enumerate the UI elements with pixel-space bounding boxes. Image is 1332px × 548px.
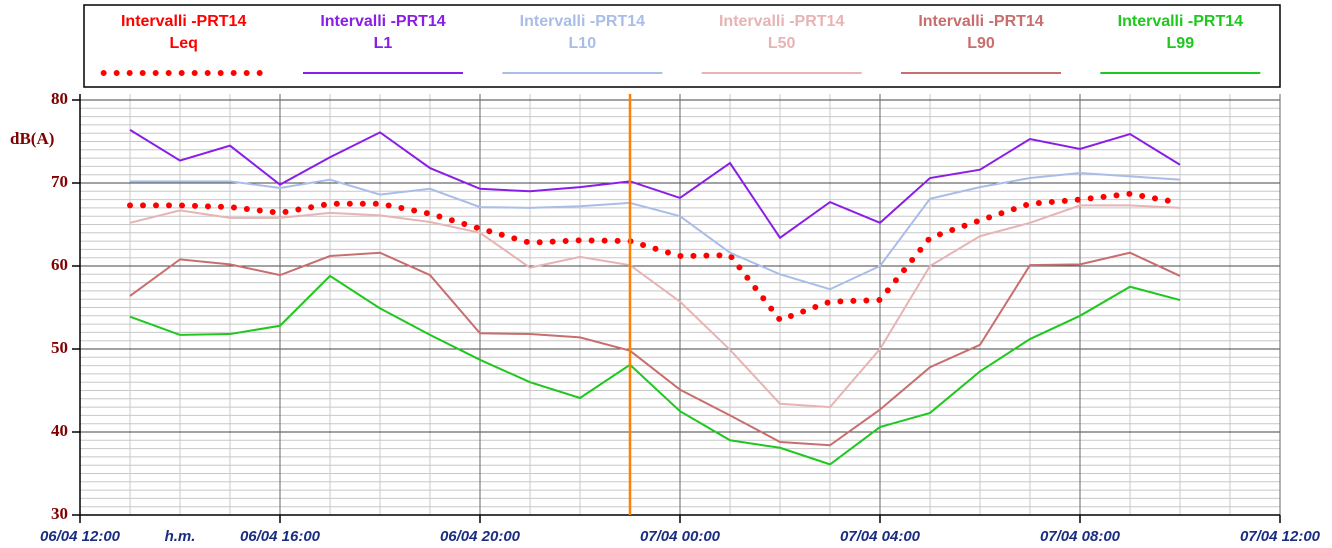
- line-series: [129, 204, 1181, 409]
- legend-group: Intervalli -PRT14: [719, 13, 844, 30]
- y-tick-label: 80: [51, 89, 68, 108]
- x-tick-label: 06/04 20:00: [440, 528, 521, 545]
- legend-group: Intervalli -PRT14: [121, 13, 246, 30]
- legend-group: Intervalli -PRT14: [1118, 13, 1243, 30]
- legend-name: L99: [1167, 35, 1195, 52]
- line-series: [129, 274, 1181, 466]
- legend-name: L50: [768, 35, 796, 52]
- x-tick-label: 06/04 16:00: [240, 528, 321, 545]
- x-tick-label: 07/04 04:00: [840, 528, 921, 545]
- line-series: [130, 172, 1181, 291]
- y-tick-label: 30: [51, 504, 68, 523]
- x-tick-label: 07/04 12:00: [1240, 528, 1321, 545]
- legend-group: Intervalli -PRT14: [320, 13, 445, 30]
- legend-name: L1: [374, 35, 393, 52]
- line-series: [129, 129, 1181, 240]
- line-series: [129, 251, 1181, 447]
- line-series: [127, 190, 1183, 324]
- x-tick-label: 07/04 00:00: [640, 528, 721, 545]
- x-tick-label: 06/04 12:00: [40, 528, 121, 545]
- legend-name: L10: [569, 35, 597, 52]
- y-tick-label: 70: [51, 172, 68, 191]
- y-axis-label: dB(A): [10, 129, 54, 148]
- x-tick-label: 07/04 08:00: [1040, 528, 1121, 545]
- y-tick-label: 40: [51, 421, 68, 440]
- y-tick-label: 60: [51, 255, 68, 274]
- legend-name: L90: [967, 35, 995, 52]
- legend-group: Intervalli -PRT14: [520, 13, 645, 30]
- legend-name: Leq: [169, 35, 197, 52]
- y-tick-label: 50: [51, 338, 68, 357]
- legend-group: Intervalli -PRT14: [918, 13, 1043, 30]
- legend-box: [83, 4, 1281, 88]
- x-axis-label: h.m.: [165, 528, 196, 545]
